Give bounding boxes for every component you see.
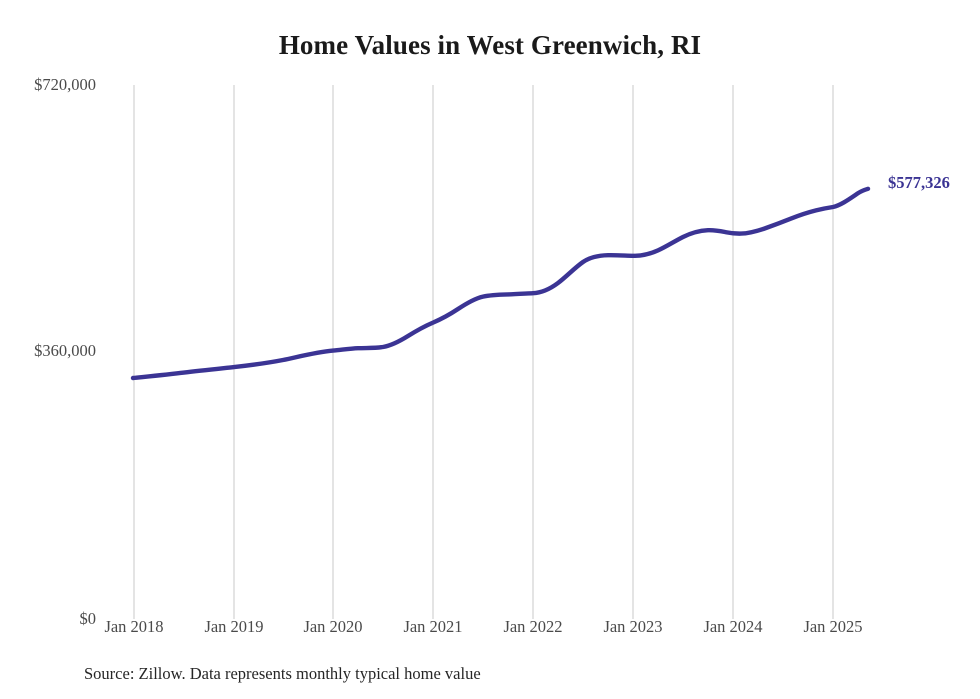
x-axis-tick-jan-2019: Jan 2019	[204, 617, 264, 636]
gridlines	[133, 85, 834, 619]
x-axis-tick-jan-2023: Jan 2023	[603, 617, 663, 636]
x-axis-tick-jan-2024: Jan 2024	[703, 617, 763, 636]
chart-title: Home Values in West Greenwich, RI	[278, 30, 702, 60]
y-axis-tick-720000: $720,000	[34, 75, 96, 94]
x-axis-tick-jan-2018: Jan 2018	[104, 617, 164, 636]
x-axis-tick-jan-2022: Jan 2022	[503, 617, 563, 636]
source-note: Source: Zillow. Data represents monthly …	[84, 664, 481, 683]
y-axis-tick-0: $0	[79, 609, 97, 628]
latest-value-label: $577,326	[888, 173, 950, 192]
x-axis-tick-jan-2021: Jan 2021	[403, 617, 463, 636]
home-value-series-line	[130, 186, 871, 381]
x-axis-tick-jan-2020: Jan 2020	[303, 617, 363, 636]
y-axis-tick-360000: $360,000	[34, 341, 96, 360]
x-axis-tick-jan-2025: Jan 2025	[803, 617, 863, 636]
